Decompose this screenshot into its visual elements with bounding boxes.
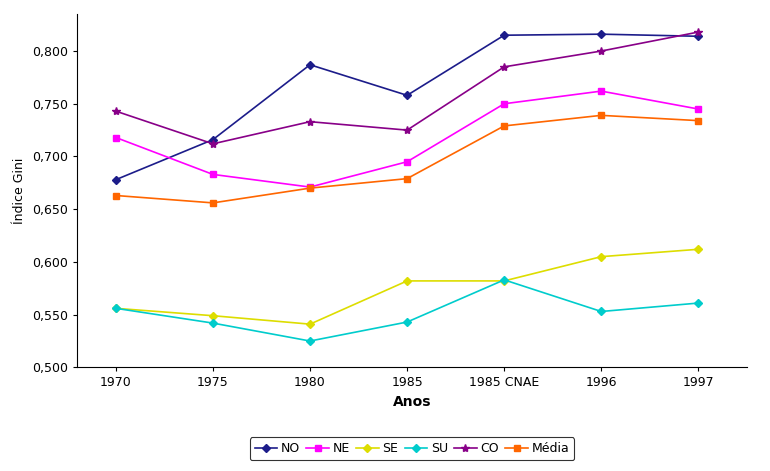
- NO: [306, 62, 315, 67]
- Média: [306, 185, 315, 191]
- CO: [500, 64, 509, 70]
- Line: SU: SU: [113, 277, 701, 344]
- Line: SE: SE: [113, 246, 701, 327]
- NO: [597, 32, 606, 37]
- CO: [597, 48, 606, 54]
- Line: NO: NO: [113, 32, 701, 182]
- Média: [597, 113, 606, 118]
- Y-axis label: Índice Gini: Índice Gini: [13, 158, 26, 224]
- Média: [694, 118, 703, 123]
- SE: [500, 278, 509, 284]
- SE: [306, 321, 315, 327]
- SE: [694, 246, 703, 252]
- NE: [403, 159, 412, 164]
- NO: [111, 177, 120, 182]
- SU: [209, 320, 218, 326]
- SU: [111, 306, 120, 311]
- SE: [111, 306, 120, 311]
- CO: [694, 29, 703, 35]
- SU: [403, 319, 412, 325]
- CO: [111, 108, 120, 114]
- Média: [111, 193, 120, 198]
- NE: [306, 184, 315, 190]
- SU: [500, 277, 509, 283]
- NE: [597, 88, 606, 94]
- NE: [500, 101, 509, 106]
- Line: CO: CO: [112, 28, 702, 148]
- NE: [694, 106, 703, 112]
- NO: [403, 92, 412, 98]
- CO: [403, 127, 412, 133]
- Legend: NO, NE, SE, SU, CO, Média: NO, NE, SE, SU, CO, Média: [249, 437, 574, 460]
- CO: [306, 119, 315, 124]
- SU: [306, 338, 315, 344]
- SE: [209, 313, 218, 318]
- Média: [403, 176, 412, 181]
- Média: [500, 123, 509, 129]
- SE: [403, 278, 412, 284]
- Line: NE: NE: [113, 89, 701, 190]
- Line: Média: Média: [113, 113, 701, 206]
- SU: [694, 300, 703, 306]
- SE: [597, 254, 606, 260]
- NE: [111, 135, 120, 140]
- SU: [597, 309, 606, 314]
- Média: [209, 200, 218, 206]
- NO: [500, 32, 509, 38]
- NO: [694, 33, 703, 39]
- X-axis label: Anos: Anos: [393, 395, 431, 409]
- NE: [209, 171, 218, 177]
- CO: [209, 141, 218, 146]
- NO: [209, 137, 218, 142]
